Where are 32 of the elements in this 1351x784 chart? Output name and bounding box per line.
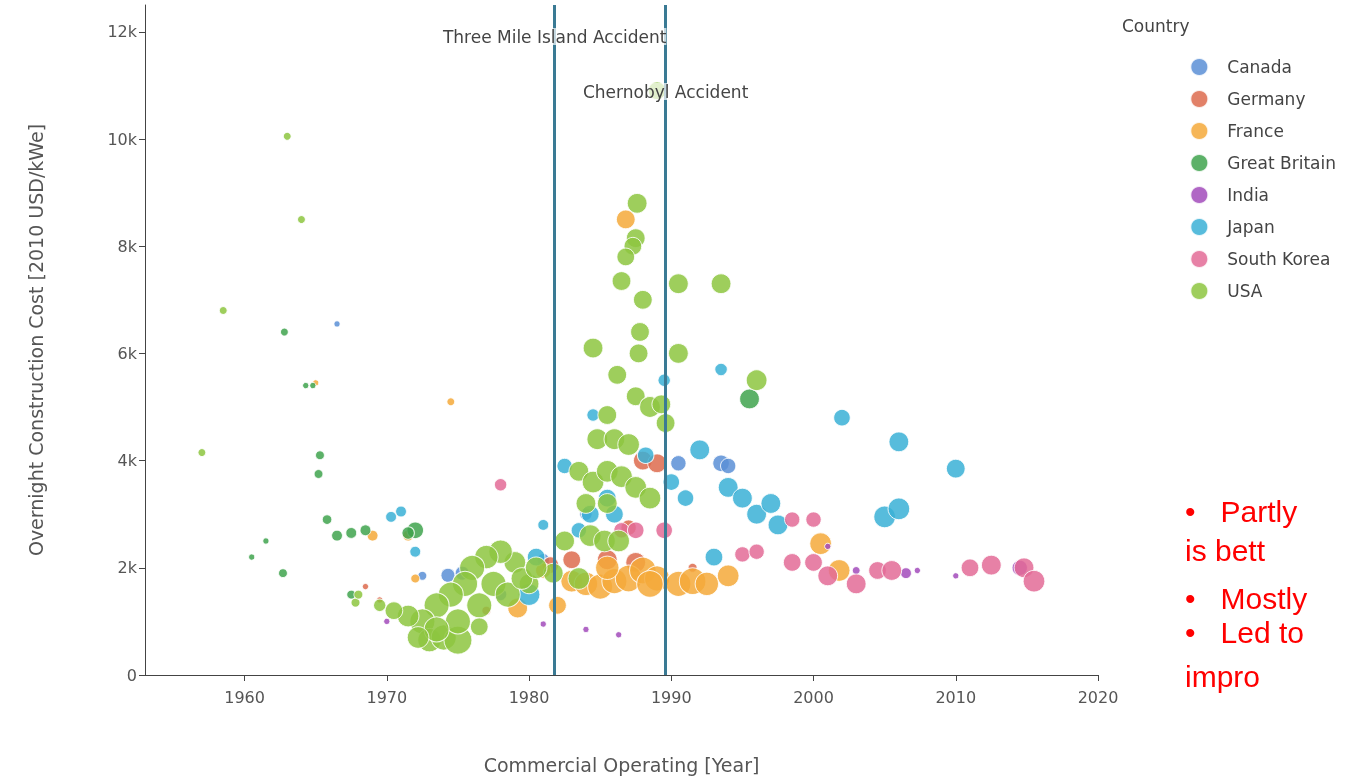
ref-line-label: Chernobyl Accident <box>582 81 749 102</box>
y-tick-label: 8k <box>117 236 138 256</box>
text: is bett <box>1185 533 1266 567</box>
legend-title: Country <box>1122 15 1190 36</box>
text: • Mostly <box>1185 581 1308 615</box>
x-tick-label: 2020 <box>1077 687 1119 707</box>
legend-label: Japan <box>1226 217 1275 237</box>
y-tick-label: 10k <box>107 129 138 149</box>
legend-label: Canada <box>1227 57 1293 77</box>
x-tick-label: 1990 <box>650 687 692 707</box>
y-tick-label: 4k <box>117 451 138 471</box>
legend-label: USA <box>1227 281 1263 301</box>
y-axis-title: Overnight Construction Cost [2010 USD/kWe] <box>24 123 47 557</box>
y-tick-label: 2k <box>117 558 138 578</box>
y-tick-label: 12k <box>107 22 138 42</box>
legend-label: France <box>1227 121 1284 141</box>
legend-label: South Korea <box>1227 249 1331 269</box>
y-tick-label: 0 <box>126 665 137 685</box>
x-tick-label: 1960 <box>224 687 265 707</box>
legend-label: Germany <box>1227 89 1306 109</box>
text: impro <box>1185 659 1261 693</box>
x-tick-label: 2010 <box>935 687 977 707</box>
x-tick-label: 2000 <box>793 687 834 707</box>
text: • Led to <box>1185 615 1304 649</box>
x-axis-title: Commercial Operating [Year] <box>483 753 760 776</box>
x-tick-label: 1980 <box>508 687 550 707</box>
ref-line-label: Three Mile Island Accident <box>441 26 667 47</box>
legend-label: Great Britain <box>1227 153 1337 173</box>
x-tick-label: 1970 <box>366 687 408 707</box>
y-tick-label: 6k <box>117 343 138 363</box>
legend-label: India <box>1227 185 1270 205</box>
text: • Partly <box>1185 494 1298 528</box>
